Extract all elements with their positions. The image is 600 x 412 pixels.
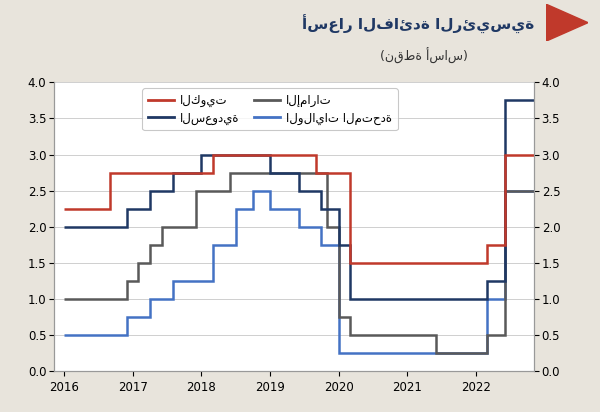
Text: (نقطة أساس): (نقطة أساس) — [380, 47, 468, 63]
Polygon shape — [546, 4, 588, 41]
Text: أسعار الفائدة الرئيسية: أسعار الفائدة الرئيسية — [302, 14, 534, 33]
Legend: الكويت, السعودية, الإمارات, الولايات المتحدة: الكويت, السعودية, الإمارات, الولايات الم… — [142, 88, 398, 131]
